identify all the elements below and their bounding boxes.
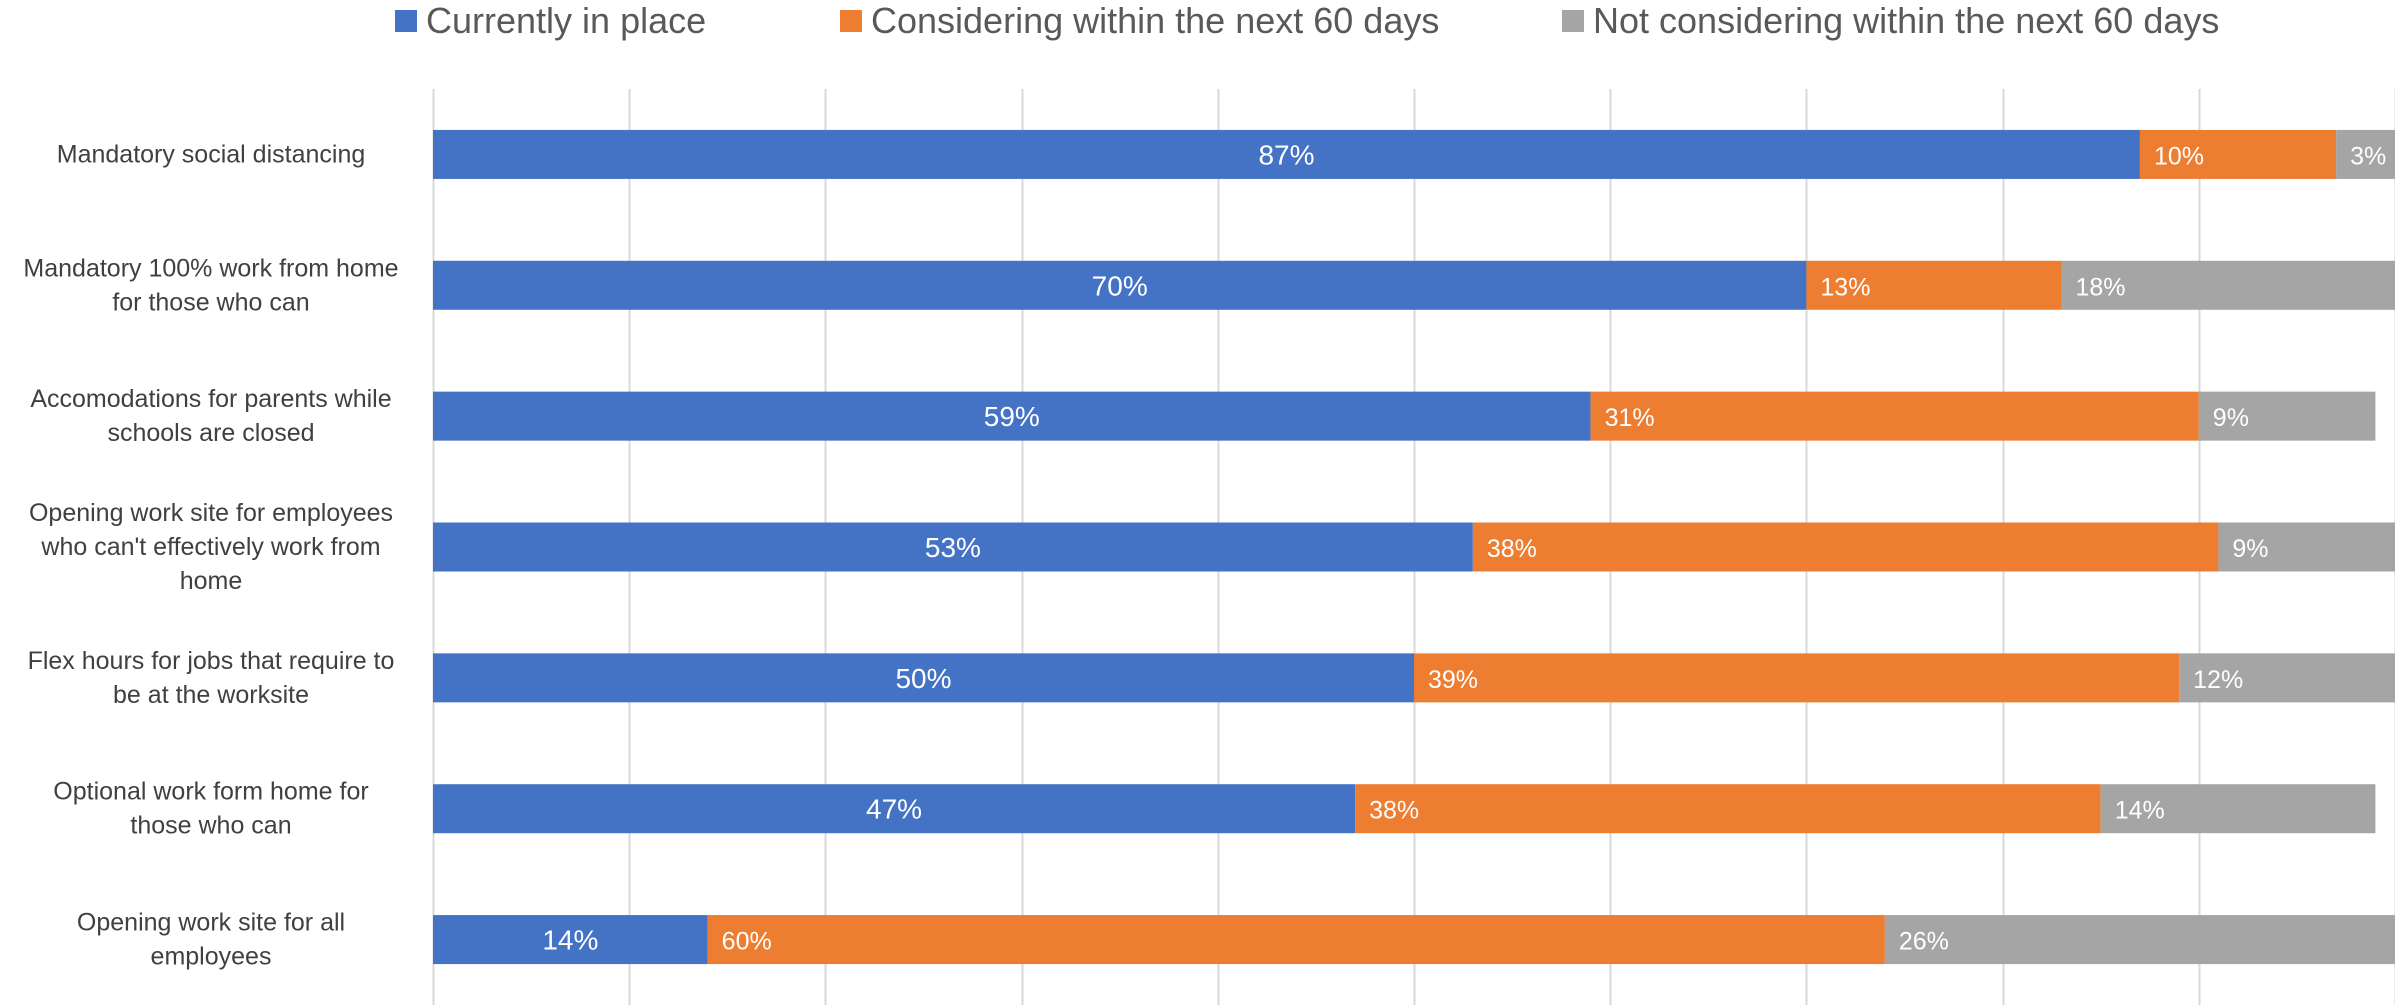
bar-not-considering-within-the-next-60-days (2179, 653, 2395, 703)
legend-item-currently-in-place: Currently in place (395, 0, 706, 41)
legend-label: Considering within the next 60 days (871, 0, 1439, 41)
category-label-line: home (180, 567, 243, 595)
category-label-line: Flex hours for jobs that require to (28, 647, 395, 675)
bar-not-considering-within-the-next-60-days (2100, 784, 2376, 834)
bar-considering-within-the-next-60-days (707, 915, 1885, 965)
bar-not-considering-within-the-next-60-days (2198, 391, 2376, 441)
legend-swatch (1562, 10, 1584, 32)
bar-considering-within-the-next-60-days (1414, 653, 2180, 703)
value-label: 13% (1820, 273, 1870, 301)
value-label: 9% (2232, 535, 2268, 563)
bar-currently-in-place (433, 391, 1591, 441)
category-label: Mandatory 100% work from home for those w… (23, 254, 398, 316)
bar-not-considering-within-the-next-60-days (2336, 129, 2395, 179)
legend-swatch (840, 10, 862, 32)
category-label-line: Opening work site for all (77, 909, 345, 937)
value-label: 59% (984, 401, 1040, 432)
category-label-line: for those who can (112, 288, 309, 316)
category-label: Opening work site for all employees (77, 909, 345, 971)
value-label: 9% (2213, 404, 2249, 432)
bar-row-accomodations-for-parents-while-schools-are-closed: 59% 31% 9% (433, 391, 2376, 441)
bar-row-opening-work-site-for-all-employees: 14% 60% 26% (433, 915, 2395, 965)
value-label: 38% (1487, 535, 1537, 563)
legend-swatch (395, 10, 417, 32)
category-label-line: schools are closed (107, 419, 314, 447)
category-label: Opening work site for employees who can't… (29, 499, 393, 595)
bar-currently-in-place (433, 522, 1473, 572)
bar-currently-in-place (433, 653, 1414, 703)
legend-label: Currently in place (426, 0, 706, 41)
value-label: 31% (1605, 404, 1655, 432)
value-label: 12% (2193, 666, 2243, 694)
category-label-line: those who can (130, 812, 291, 840)
bar-considering-within-the-next-60-days (1355, 784, 2101, 834)
bar-considering-within-the-next-60-days (2139, 129, 2337, 179)
bar-row-mandatory-100-work-from-home-for-those-who-can: 70% 13% 18% (433, 260, 2395, 310)
category-label: Mandatory social distancing (57, 140, 366, 168)
value-label: 60% (722, 928, 772, 956)
value-label: 87% (1258, 139, 1314, 170)
value-label: 39% (1428, 666, 1478, 694)
legend-item-not-considering-within-the-next-60-days: Not considering within the next 60 days (1562, 0, 2219, 41)
bar-considering-within-the-next-60-days (1472, 522, 2219, 572)
category-label-line: Accomodations for parents while (30, 385, 391, 413)
bar-considering-within-the-next-60-days (1806, 260, 2062, 310)
value-label: 26% (1899, 928, 1949, 956)
bar-row-mandatory-social-distancing: 87% 10% 3% (433, 129, 2395, 179)
bars: 87% 10% 3% 70% 13% 18% 59% 31% 9% 53% 38% 9% 50% 39% 1… (433, 129, 2395, 965)
bar-not-considering-within-the-next-60-days (1884, 915, 2395, 965)
value-label: 14% (542, 925, 598, 956)
bar-row-optional-work-form-home-for-those-who-can: 47% 38% 14% (433, 784, 2376, 834)
legend-item-considering-within-the-next-60-days: Considering within the next 60 days (840, 0, 1439, 41)
category-label-line: Mandatory 100% work from home (23, 254, 398, 282)
category-label-line: Mandatory social distancing (57, 140, 366, 168)
category-label: Flex hours for jobs that require to be at… (28, 647, 395, 709)
value-label: 3% (2350, 142, 2386, 170)
legend: Currently in place Considering within the… (395, 0, 2219, 41)
bar-currently-in-place (433, 784, 1356, 834)
category-label-line: who can't effectively work from (40, 533, 380, 561)
bar-row-flex-hours-for-jobs-that-require-to-be-at-the-worksite: 50% 39% 12% (433, 653, 2395, 703)
bar-considering-within-the-next-60-days (1590, 391, 2199, 441)
value-label: 50% (895, 663, 951, 694)
value-label: 47% (866, 794, 922, 825)
value-label: 18% (2075, 273, 2125, 301)
bar-currently-in-place (433, 915, 708, 965)
bar-currently-in-place (433, 129, 2140, 179)
bar-not-considering-within-the-next-60-days (2061, 260, 2395, 310)
value-label: 10% (2154, 142, 2204, 170)
value-label: 70% (1092, 270, 1148, 301)
bar-not-considering-within-the-next-60-days (2218, 522, 2395, 572)
category-label-line: Optional work form home for (53, 778, 368, 806)
value-label: 38% (1369, 797, 1419, 825)
category-label-line: Opening work site for employees (29, 499, 393, 527)
legend-label: Not considering within the next 60 days (1593, 0, 2219, 41)
value-label: 53% (925, 532, 981, 563)
category-label: Accomodations for parents while schools a… (30, 385, 391, 447)
value-label: 14% (2115, 797, 2165, 825)
category-labels: Mandatory social distancing Mandatory 100… (23, 140, 398, 970)
category-label: Optional work form home for those who can (53, 778, 368, 840)
category-label-line: employees (151, 943, 272, 971)
category-label-line: be at the worksite (113, 681, 309, 709)
bar-row-opening-work-site-for-employees-who-can-t-effectively-work-from-home: 53% 38% 9% (433, 522, 2395, 572)
bar-currently-in-place (433, 260, 1807, 310)
